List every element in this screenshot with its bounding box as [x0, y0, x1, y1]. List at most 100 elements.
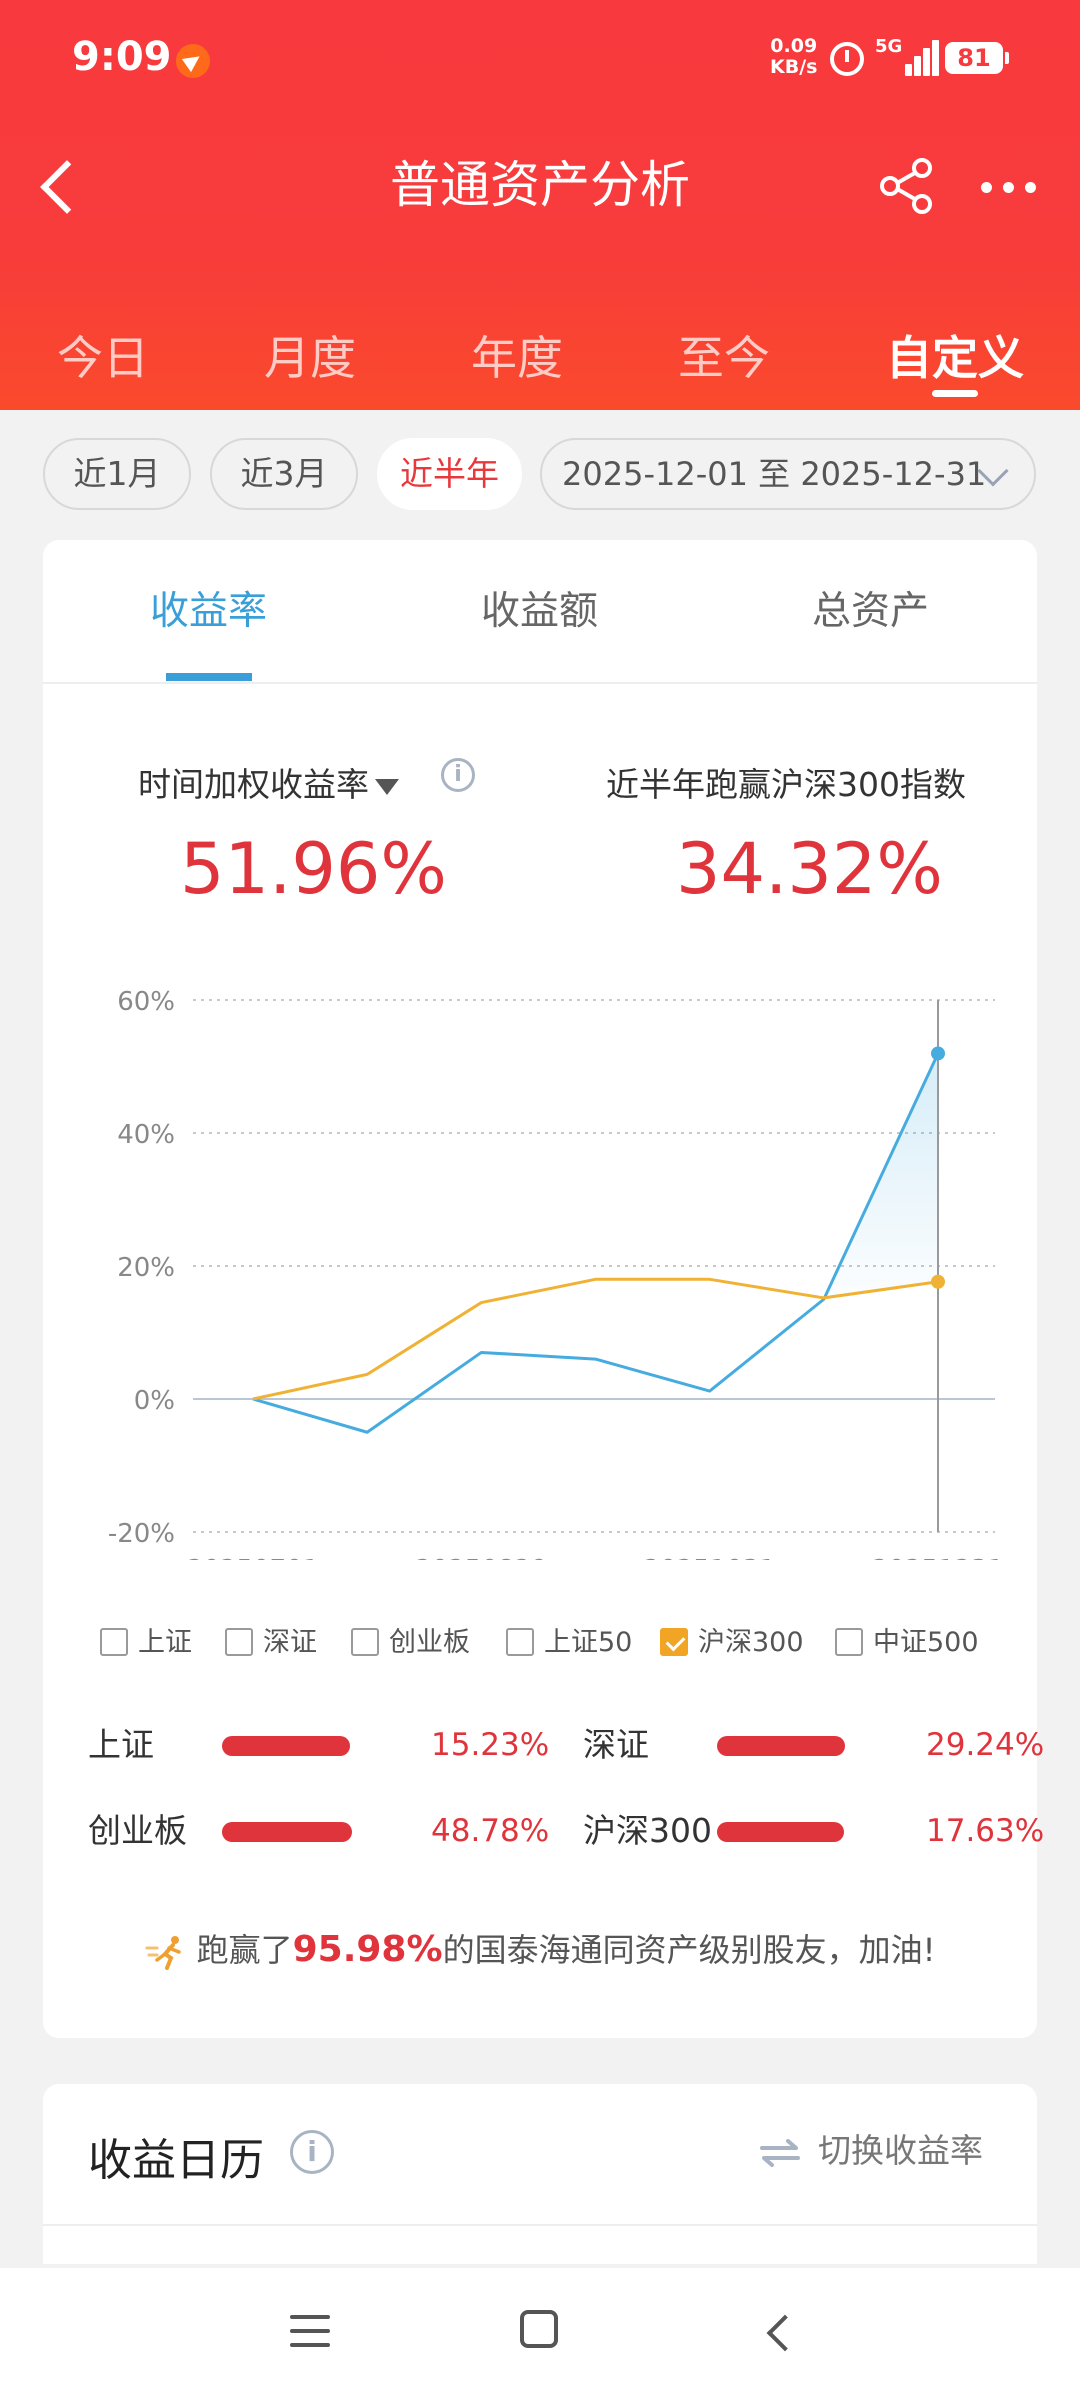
y-tick-label: 40% — [117, 1120, 175, 1150]
app-header: 9:09 0.09 KB/s 5G 81 普通资产分析 今日 月度 年 — [0, 0, 1080, 410]
legend-item-2[interactable]: 创业板 — [351, 1618, 470, 1668]
beat-index-label: 近半年跑赢沪深300指数 — [606, 765, 966, 804]
period-tabs: 今日 月度 年度 至今 自定义 — [0, 310, 1080, 410]
signal-icon — [895, 38, 939, 76]
more-button[interactable] — [975, 150, 1045, 220]
calendar-info-icon[interactable]: i — [290, 2130, 334, 2174]
alarm-icon — [830, 42, 864, 76]
benchmark-name: 沪深300 — [583, 1811, 712, 1850]
switch-return-button[interactable]: 切换收益率 — [758, 2124, 983, 2172]
net-speed-value: 0.09 — [770, 35, 818, 57]
swap-icon — [760, 2138, 800, 2167]
checkbox-icon — [225, 1627, 253, 1656]
y-tick-label: 0% — [134, 1386, 175, 1416]
battery-indicator: 81 — [945, 42, 1009, 74]
benchmark-value: 48.78% — [431, 1813, 550, 1849]
return-chart[interactable]: 60% 40% 20% 0% -20% 20250701 20250829 20251031 2… — [43, 960, 1037, 1560]
legend-item-0[interactable]: 上证 — [100, 1618, 192, 1668]
analysis-card: 收益率 收益额 总资产 时间加权收益率 i 51.96% 近半年跑赢沪深300指… — [43, 540, 1044, 2038]
calendar-title: 收益日历 — [88, 2135, 264, 2186]
app-notification-icon — [176, 44, 210, 78]
benchmark-name: 深证 — [583, 1725, 649, 1764]
benchmark-bar — [717, 1736, 845, 1756]
series-line-1 — [252, 1277, 939, 1401]
benchmark-shenzhen: 深证 29.24% — [583, 1720, 1045, 1770]
page-title: 普通资产分析 — [390, 156, 690, 214]
checkbox-icon — [351, 1627, 379, 1656]
tab-return-amount[interactable]: 收益额 — [480, 589, 598, 634]
x-tick-label: 20251031 — [643, 1555, 775, 1560]
system-nav-bar — [0, 2268, 1080, 2400]
info-icon[interactable]: i — [441, 758, 475, 792]
benchmark-bar — [222, 1736, 350, 1756]
tab-today[interactable]: 今日 — [57, 331, 149, 385]
status-time: 9:09 — [72, 34, 172, 80]
benchmark-bar — [222, 1822, 352, 1842]
system-back-button[interactable] — [760, 2312, 800, 2352]
net-speed-unit: KB/s — [770, 56, 818, 78]
x-tick-label: 20251231 — [872, 1555, 1004, 1560]
share-button[interactable] — [872, 150, 942, 220]
x-tick-label: 20250829 — [415, 1555, 547, 1560]
twr-label: 时间加权收益率 — [138, 765, 369, 804]
beat-percent: 95.98% — [292, 1929, 443, 1970]
net-speed: 0.09 KB/s — [770, 36, 817, 78]
legend-label: 沪深300 — [698, 1627, 804, 1658]
legend-label: 创业板 — [389, 1627, 470, 1658]
legend-item-4[interactable]: 沪深300 — [660, 1618, 804, 1668]
y-tick-label: -20% — [108, 1519, 175, 1549]
tab-to-date[interactable]: 至今 — [678, 331, 770, 385]
tab-yearly[interactable]: 年度 — [471, 331, 563, 385]
divider — [43, 2224, 1037, 2226]
switch-label: 切换收益率 — [818, 2131, 983, 2170]
chip-3-months[interactable]: 近3月 — [210, 438, 358, 510]
status-bar: 9:09 0.09 KB/s 5G 81 — [0, 0, 1080, 120]
tab-monthly[interactable]: 月度 — [264, 331, 356, 385]
tab-custom[interactable]: 自定义 — [886, 331, 1024, 385]
benchmark-name: 上证 — [88, 1725, 154, 1764]
tab-return-rate[interactable]: 收益率 — [149, 589, 267, 634]
benchmark-csi300: 沪深300 17.63% — [583, 1806, 1045, 1856]
benchmark-shanghai: 上证 15.23% — [88, 1720, 550, 1770]
benchmark-value: 29.24% — [926, 1727, 1045, 1763]
legend-label: 深证 — [263, 1627, 317, 1658]
y-tick-label: 20% — [117, 1253, 175, 1283]
benchmark-value: 15.23% — [431, 1727, 550, 1763]
legend-item-5[interactable]: 中证500 — [835, 1618, 979, 1668]
tab-total-assets[interactable]: 总资产 — [811, 589, 929, 634]
active-tab-indicator — [932, 390, 978, 397]
twr-selector[interactable]: 时间加权收益率 — [138, 758, 399, 806]
series-end-point-1 — [931, 1274, 945, 1289]
share-icon — [880, 158, 932, 214]
date-range-text: 2025-12-01 至 2025-12-31 — [562, 455, 987, 493]
checkbox-icon — [835, 1627, 863, 1656]
benchmark-bar — [717, 1822, 844, 1842]
return-calendar-card: 收益日历 i 切换收益率 — [43, 2084, 1037, 2264]
caret-down-icon — [375, 778, 399, 795]
legend-item-1[interactable]: 深证 — [225, 1618, 317, 1668]
metric-tab-indicator — [166, 673, 252, 681]
twr-value: 51.96% — [180, 828, 447, 910]
benchmark-value: 17.63% — [926, 1813, 1045, 1849]
y-tick-label: 60% — [117, 987, 175, 1017]
x-tick-label: 20250701 — [187, 1555, 319, 1560]
recent-apps-button[interactable] — [290, 2313, 330, 2349]
legend-label: 上证 — [138, 1627, 192, 1658]
checkbox-icon — [506, 1627, 534, 1656]
legend-label: 中证500 — [873, 1627, 979, 1658]
benchmark-legend: 上证 深证 创业板 上证50 沪深300 中证500 — [43, 1618, 1037, 1668]
date-range-picker[interactable]: 2025-12-01 至 2025-12-31 — [540, 438, 1036, 510]
home-button[interactable] — [520, 2310, 558, 2348]
beat-index-value: 34.32% — [676, 828, 943, 910]
series-end-point-0 — [931, 1046, 945, 1061]
legend-label: 上证50 — [544, 1627, 633, 1658]
chip-half-year[interactable]: 近半年 — [377, 438, 522, 510]
checkbox-icon — [100, 1627, 128, 1656]
network-type: 5G — [875, 36, 903, 57]
runner-icon — [145, 1936, 181, 1970]
legend-item-3[interactable]: 上证50 — [506, 1618, 632, 1668]
benchmark-chinext: 创业板 48.78% — [88, 1806, 550, 1856]
beat-message: 跑赢了95.98%的国泰海通同资产级别股友，加油! — [43, 1925, 1037, 1971]
chip-1-month[interactable]: 近1月 — [43, 438, 191, 510]
checkbox-checked-icon — [660, 1627, 688, 1656]
